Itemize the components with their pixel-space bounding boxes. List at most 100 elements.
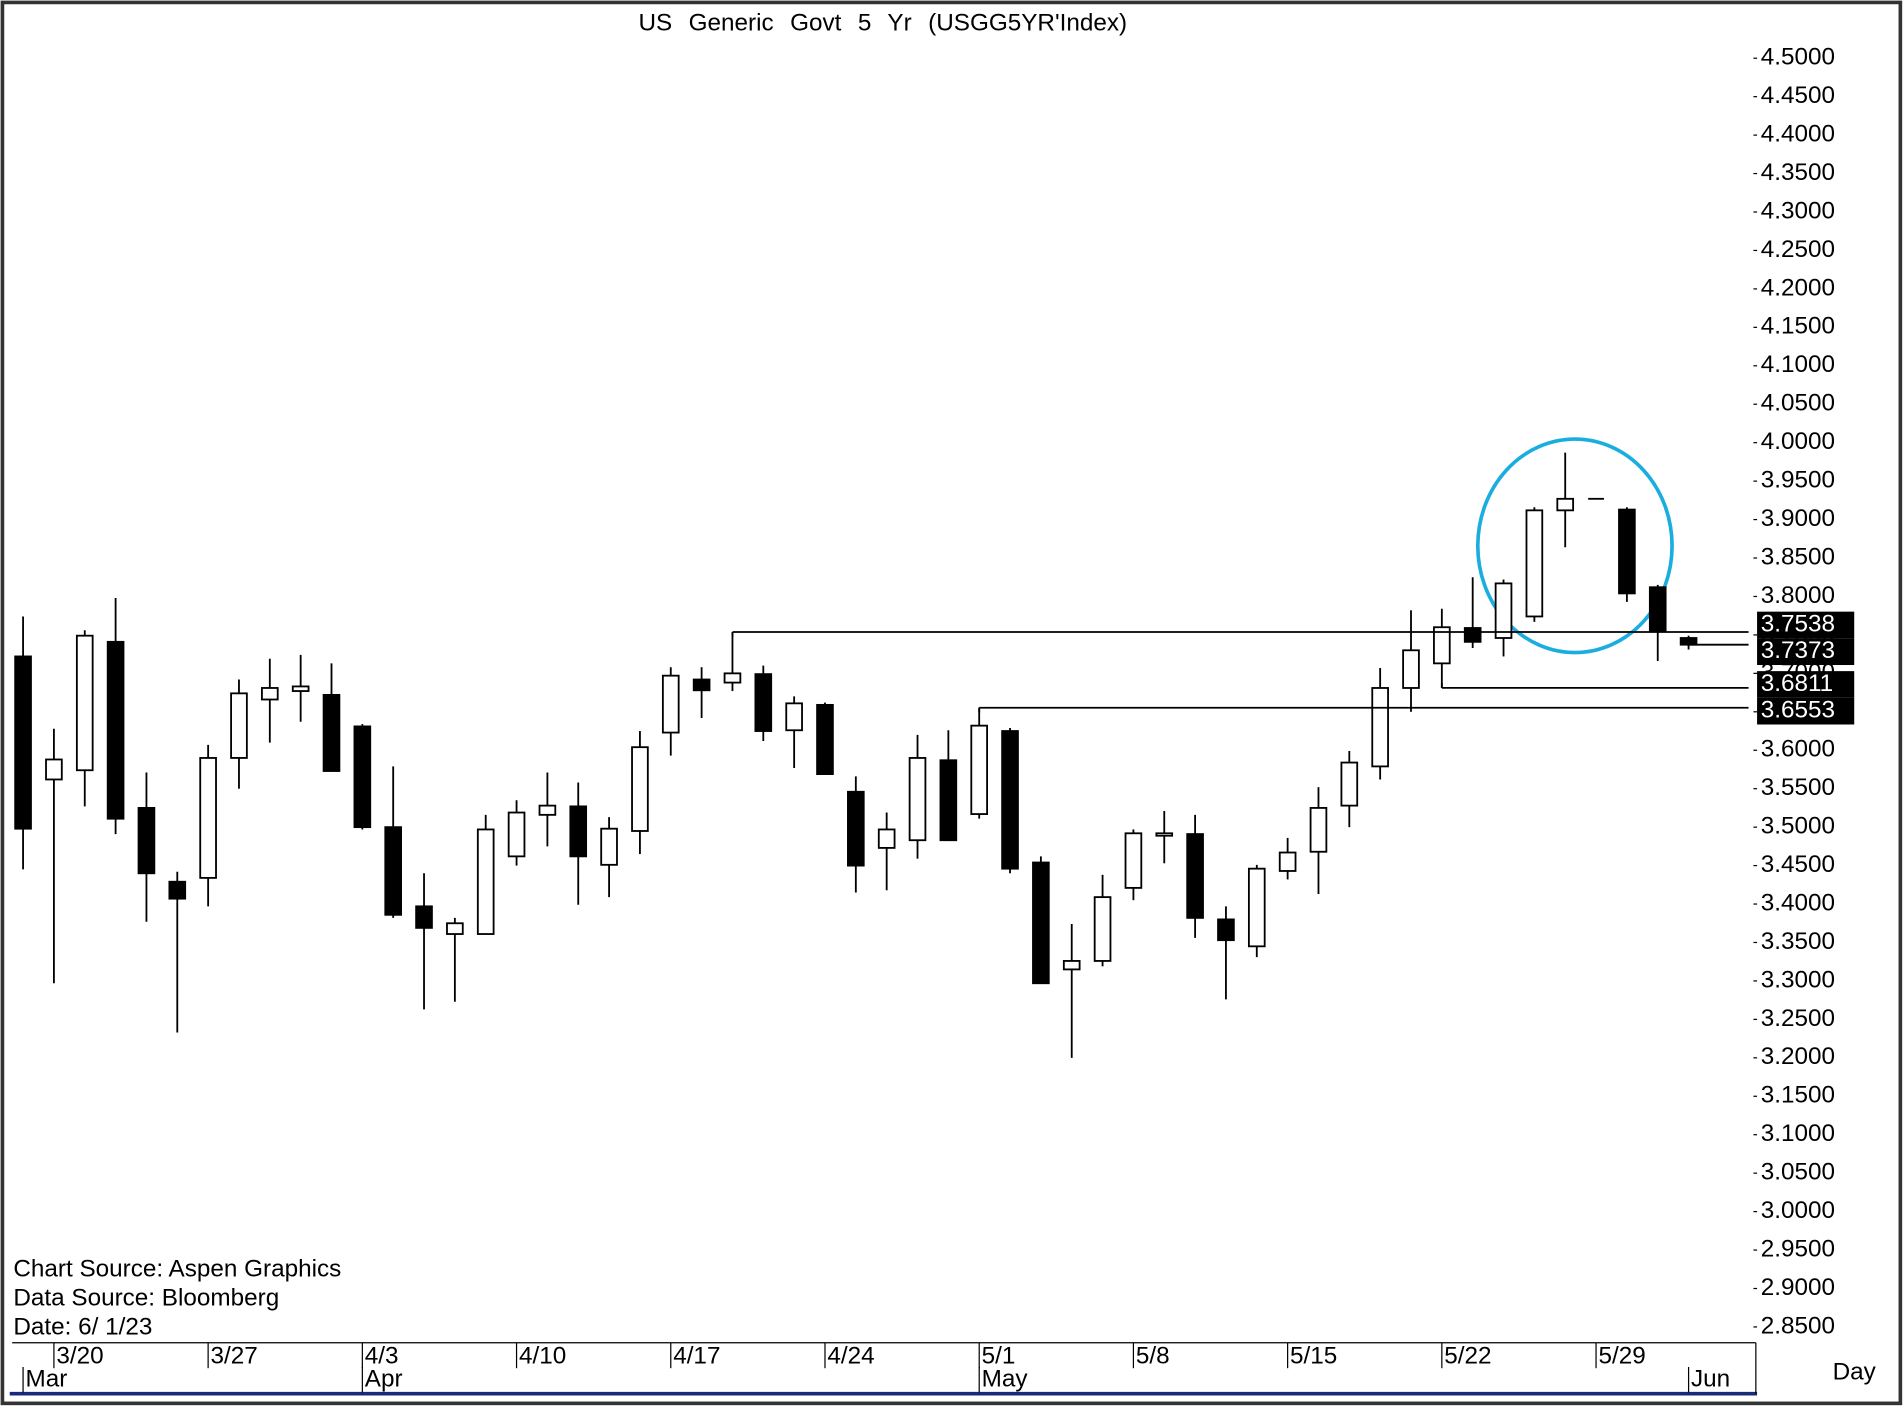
y-tick-label: 4.2000 bbox=[1761, 274, 1835, 301]
level-label-box bbox=[1757, 671, 1855, 698]
level-label: 3.6553 bbox=[1761, 697, 1835, 724]
y-tick-label: 2.9500 bbox=[1761, 1235, 1835, 1262]
candle-body bbox=[1340, 761, 1359, 807]
candle-body bbox=[1371, 687, 1389, 768]
candle-body bbox=[137, 807, 156, 875]
candle-body bbox=[1648, 586, 1667, 632]
candle-body bbox=[661, 674, 680, 734]
y-tick-label: 3.4000 bbox=[1761, 889, 1835, 916]
x-tick-label: 4/17 bbox=[673, 1343, 720, 1370]
candle-body bbox=[785, 702, 803, 732]
candle-body bbox=[754, 673, 773, 732]
candle-body bbox=[1402, 649, 1420, 689]
y-tick-label: 3.9500 bbox=[1761, 467, 1835, 494]
candle-body bbox=[261, 687, 279, 701]
y-tick-label: 3.5500 bbox=[1761, 774, 1835, 801]
note: Chart Source: Aspen Graphics bbox=[13, 1255, 341, 1282]
candle-body bbox=[291, 685, 310, 692]
candle-body bbox=[75, 634, 94, 772]
candle-body bbox=[692, 678, 711, 692]
y-tick-label: 4.0000 bbox=[1761, 428, 1835, 455]
y-tick-label: 4.1000 bbox=[1761, 351, 1835, 378]
candle-body bbox=[1186, 833, 1204, 919]
y-tick-label: 4.2500 bbox=[1761, 236, 1835, 263]
month-label: Mar bbox=[26, 1366, 68, 1393]
candle-body bbox=[1618, 508, 1636, 595]
y-tick-label: 4.3500 bbox=[1761, 159, 1835, 186]
x-tick-label: 5/29 bbox=[1598, 1343, 1645, 1370]
candle-body bbox=[631, 746, 649, 832]
y-tick-label: 2.8500 bbox=[1761, 1312, 1835, 1339]
month-label: May bbox=[982, 1366, 1029, 1393]
candle-body bbox=[1463, 627, 1482, 643]
candle-body bbox=[723, 672, 742, 684]
chart-title: US Generic Govt 5 Yr (USGG5YR'Index) bbox=[638, 10, 1127, 37]
candle-body bbox=[1124, 832, 1143, 889]
candle-body bbox=[322, 693, 341, 772]
y-tick-label: 3.6000 bbox=[1761, 736, 1835, 763]
candle-body bbox=[1309, 807, 1328, 853]
candle-body bbox=[14, 655, 32, 830]
y-tick-label: 3.8500 bbox=[1761, 543, 1835, 570]
candle-body bbox=[816, 703, 834, 775]
y-tick-label: 3.9000 bbox=[1761, 505, 1835, 532]
month-label: Apr bbox=[365, 1366, 403, 1393]
x-tick-label: 5/1 bbox=[982, 1343, 1016, 1370]
candle-body bbox=[1155, 832, 1174, 837]
note: Date: 6/ 1/23 bbox=[13, 1314, 152, 1341]
y-tick-label: 3.3000 bbox=[1761, 966, 1835, 993]
candle-body bbox=[507, 811, 526, 858]
candle-body bbox=[970, 724, 989, 815]
x-tick-label: 5/22 bbox=[1444, 1343, 1491, 1370]
level-label: 3.7373 bbox=[1761, 637, 1835, 664]
level-label: 3.6811 bbox=[1761, 670, 1833, 697]
y-tick-label: 4.1500 bbox=[1761, 313, 1835, 340]
y-tick-label: 3.0000 bbox=[1761, 1197, 1835, 1224]
candle-body bbox=[1679, 637, 1698, 646]
candle-body bbox=[847, 790, 865, 867]
month-label: Jun bbox=[1691, 1366, 1730, 1393]
highlight-circle bbox=[1475, 437, 1674, 655]
candle-body bbox=[1433, 626, 1451, 665]
candle-body bbox=[1032, 861, 1050, 985]
candle-body bbox=[939, 759, 958, 842]
x-tick-label: 5/8 bbox=[1136, 1343, 1170, 1370]
y-tick-label: 3.8000 bbox=[1761, 582, 1835, 609]
x-tick-label: 5/15 bbox=[1290, 1343, 1337, 1370]
candle-body bbox=[199, 757, 217, 879]
candle-body bbox=[106, 640, 125, 820]
candle-body bbox=[1217, 918, 1235, 942]
candle-body bbox=[538, 804, 557, 816]
y-tick-label: 4.0500 bbox=[1761, 390, 1835, 417]
candle-body bbox=[1001, 730, 1019, 870]
candle-body bbox=[1278, 851, 1297, 872]
candle-body bbox=[1494, 582, 1513, 639]
y-tick-label: 3.1500 bbox=[1761, 1082, 1835, 1109]
candle-body bbox=[569, 805, 588, 858]
y-tick-label: 3.0500 bbox=[1761, 1159, 1835, 1186]
level-label-box bbox=[1757, 697, 1855, 725]
candle-body bbox=[168, 880, 187, 900]
x-tick-label: 3/20 bbox=[56, 1343, 103, 1370]
y-tick-label: 4.4000 bbox=[1761, 121, 1835, 148]
candle-body bbox=[1247, 867, 1266, 948]
y-tick-label: 3.4500 bbox=[1761, 851, 1835, 878]
y-tick-label: 2.9000 bbox=[1761, 1274, 1835, 1301]
candle-body bbox=[877, 828, 896, 849]
candle-body bbox=[1093, 896, 1112, 962]
x-tick-label: 4/24 bbox=[827, 1343, 874, 1370]
y-tick-label: 4.4500 bbox=[1761, 82, 1835, 109]
y-tick-label: 3.3500 bbox=[1761, 928, 1835, 955]
candle-body bbox=[230, 692, 248, 759]
candle-body bbox=[1556, 497, 1575, 512]
note: Data Source: Bloomberg bbox=[13, 1284, 279, 1311]
candle-body bbox=[446, 922, 464, 935]
x-tick-label: 3/27 bbox=[211, 1343, 258, 1370]
candle-body bbox=[384, 826, 402, 916]
candle-body bbox=[1062, 960, 1081, 971]
x-tick-label: 4/3 bbox=[365, 1343, 399, 1370]
candle-body bbox=[908, 757, 927, 842]
x-axis-label: Day bbox=[1833, 1358, 1877, 1385]
